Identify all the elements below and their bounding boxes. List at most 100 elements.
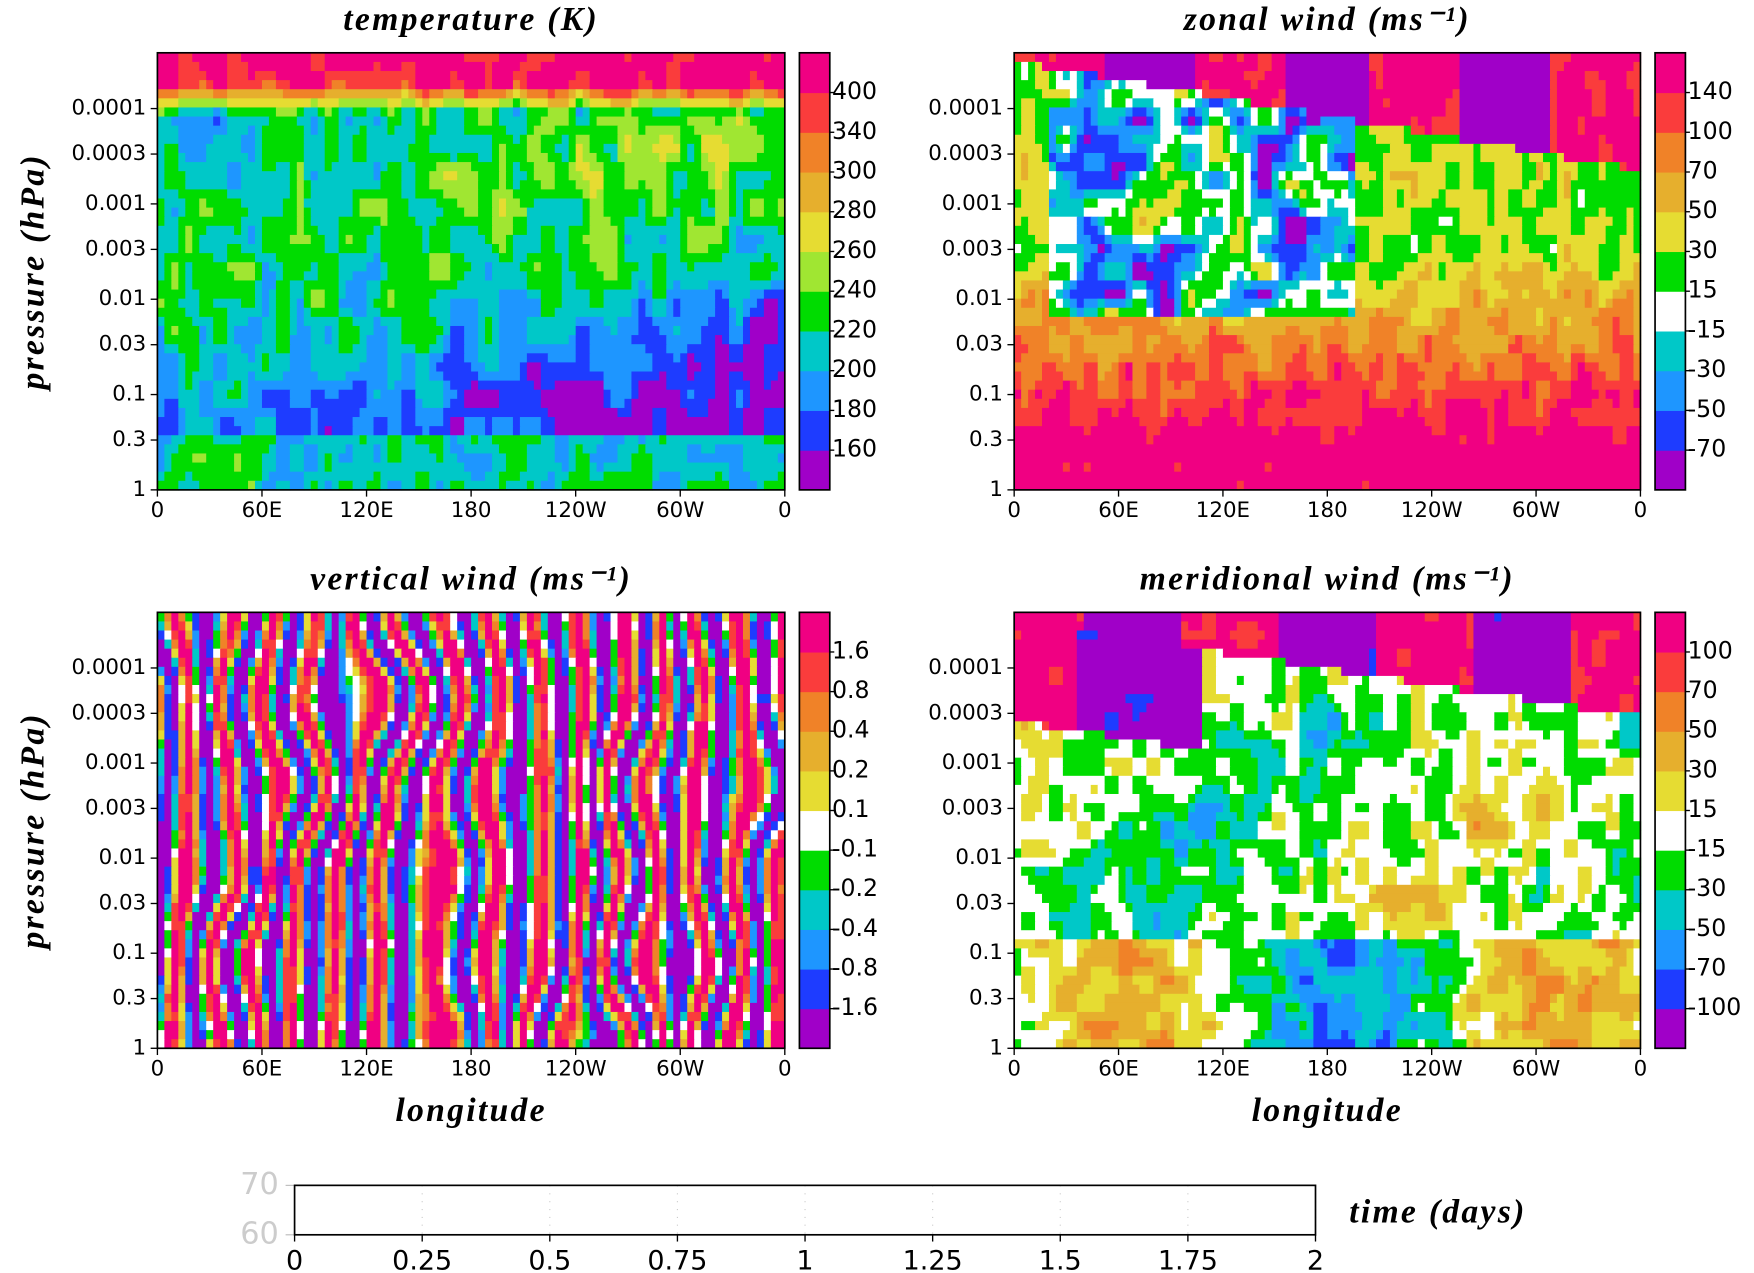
contour-fill [610, 703, 619, 713]
contour-fill [638, 775, 647, 786]
contour-fill [213, 675, 228, 686]
contour-fill [715, 207, 730, 218]
contour-fill [582, 216, 591, 227]
contour-fill [1549, 417, 1579, 427]
contour-fill [729, 730, 737, 741]
contour-fill [770, 748, 786, 759]
contour-fill [1069, 307, 1078, 318]
contour-fill [338, 639, 347, 650]
contour-fill [1389, 171, 1419, 181]
contour-fill [1348, 152, 1356, 163]
contour-fill [1633, 298, 1642, 309]
contour-fill [708, 180, 716, 191]
contour-fill [498, 471, 521, 482]
contour-fill [1382, 280, 1405, 291]
contour-fill [359, 703, 368, 713]
contour-fill [436, 107, 465, 118]
contour-fill [268, 444, 277, 455]
contour-fill [401, 171, 417, 181]
contour-fill [450, 730, 458, 741]
contour-fill [617, 244, 626, 254]
contour-fill [178, 262, 186, 273]
contour-fill [1195, 389, 1238, 400]
contour-fill [756, 703, 772, 713]
contour-fill [359, 757, 368, 768]
contour-fill [631, 784, 640, 795]
contour-fill [1083, 134, 1092, 145]
contour-fill [638, 380, 667, 391]
contour-fill [289, 793, 298, 804]
contour-fill [457, 766, 465, 777]
contour-fill [317, 630, 326, 641]
contour-fill [749, 335, 779, 345]
contour-fill [268, 621, 277, 632]
contour-fill [261, 307, 270, 318]
contour-fill [638, 89, 654, 100]
contour-fill [756, 812, 765, 822]
contour-fill [261, 721, 270, 732]
contour-fill [763, 198, 779, 209]
contour-fill [1021, 398, 1029, 409]
contour-fill [492, 657, 500, 668]
contour-fill [310, 685, 319, 695]
contour-fill [554, 657, 563, 668]
contour-fill [652, 143, 681, 154]
contour-fill [164, 694, 173, 704]
contour-fill [380, 612, 389, 623]
contour-fill [185, 703, 193, 713]
contour-fill [638, 657, 647, 668]
contour-fill [1195, 89, 1203, 100]
contour-fill [380, 775, 389, 786]
contour-fill [1369, 325, 1398, 336]
contour-fill [526, 685, 535, 695]
contour-fill [387, 444, 403, 455]
contour-fill [589, 143, 605, 154]
contour-fill [1271, 225, 1280, 236]
contour-fill [1591, 98, 1607, 109]
contour-fill [429, 812, 444, 822]
contour-fill [1410, 244, 1419, 254]
contour-fill [1048, 180, 1057, 191]
contour-fill [1536, 335, 1544, 345]
contour-fill [756, 666, 772, 677]
contour-fill [624, 225, 681, 236]
colorbar-box [1655, 172, 1686, 213]
contour-fill [1549, 362, 1572, 373]
contour-fill [401, 417, 417, 427]
contour-fill [415, 398, 423, 409]
contour-fill [1042, 307, 1050, 318]
contour-fill [422, 234, 430, 245]
contour-fill [1285, 80, 1370, 90]
contour-fill [1069, 407, 1099, 418]
contour-fill [1459, 162, 1475, 172]
contour-fill [178, 152, 186, 163]
contour-fill [624, 812, 633, 822]
contour-fill [450, 812, 458, 822]
contour-fill [666, 703, 674, 713]
contour-fill [282, 821, 291, 831]
contour-fill [338, 280, 347, 291]
contour-fill [1543, 253, 1558, 263]
colorbar-box [799, 450, 830, 491]
contour-fill [317, 225, 340, 236]
contour-fill [443, 171, 458, 181]
contour-fill [303, 675, 312, 686]
contour-fill [331, 612, 340, 623]
contour-fill [742, 721, 751, 732]
contour-fill [248, 316, 263, 327]
contour-fill [261, 821, 270, 831]
contour-fill [1069, 262, 1078, 273]
contour-fill [715, 685, 723, 695]
contour-fill [575, 675, 584, 686]
contour-fill [575, 271, 605, 282]
contour-fill [701, 694, 709, 704]
contour-fill [610, 216, 626, 227]
contour-fill [485, 648, 493, 659]
contour-fill [1132, 225, 1155, 236]
contour-fill [1348, 335, 1370, 345]
contour-fill [1014, 198, 1022, 209]
contour-fill [303, 435, 361, 446]
colorbar-frame [1654, 51, 1687, 491]
contour-fill [345, 730, 354, 741]
contour-fill [275, 621, 284, 632]
